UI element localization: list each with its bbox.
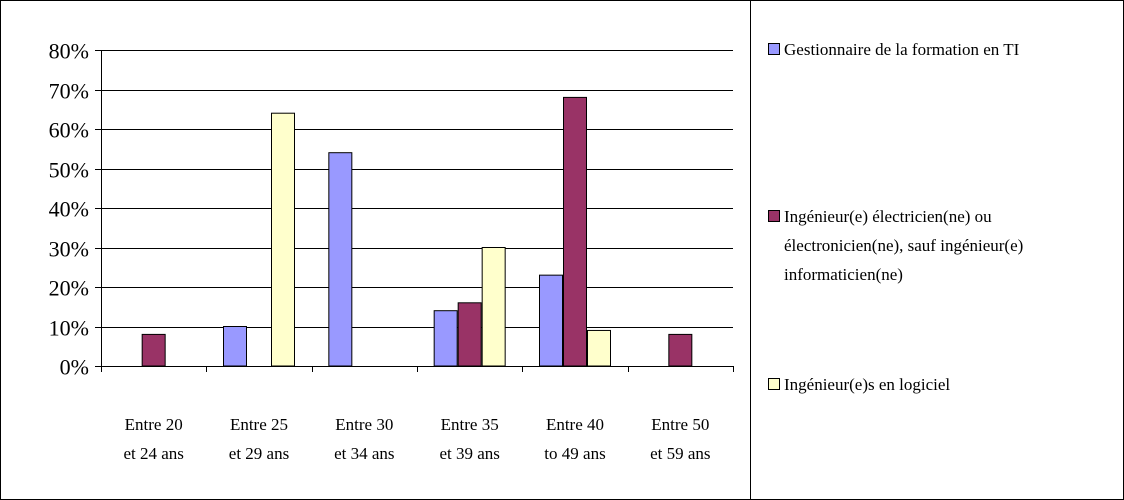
y-tick-label: 80% [49, 39, 89, 64]
legend-label: Ingénieur(e)s en logiciel [784, 375, 950, 394]
y-tick-label: 40% [49, 197, 89, 222]
bar [563, 96, 587, 367]
legend-label: Ingénieur(e) électricien(ne) ou électroni… [784, 207, 1023, 284]
legend-label: Gestionnaire de la formation en TI [784, 40, 1020, 59]
y-tick-label: 0% [60, 355, 89, 380]
bar [587, 329, 611, 367]
x-category-label: Entre 20 et 24 ans [123, 415, 183, 463]
y-tick-label: 70% [49, 79, 89, 104]
bar [271, 112, 295, 367]
x-category-label: Entre 50 et 59 ans [650, 415, 710, 463]
y-tick-label: 30% [49, 237, 89, 262]
bar [328, 152, 353, 367]
y-tick-labels: 0% 10% 20% 30% 40% 50% 60% 70% 80% [49, 39, 89, 380]
bar [141, 333, 166, 367]
bar [668, 333, 693, 367]
x-category-label: Entre 35 et 39 ans [439, 415, 499, 463]
legend-swatch [768, 210, 780, 222]
bars [141, 96, 693, 367]
x-category-label: Entre 25 et 29 ans [229, 415, 289, 463]
x-category-labels: Entre 20 et 24 ans Entre 25 et 29 ans Entre … [123, 415, 710, 463]
legend-swatch [768, 378, 780, 390]
legend: Gestionnaire de la formation en TI Ingéni… [768, 40, 1023, 394]
bar [433, 310, 458, 367]
y-tick-label: 60% [49, 118, 89, 143]
legend-swatch [768, 43, 780, 55]
x-category-label: Entre 40 to 49 ans [544, 415, 605, 463]
bar [457, 302, 482, 367]
bar [539, 274, 563, 367]
x-category-label: Entre 30 et 34 ans [334, 415, 394, 463]
bar [223, 326, 247, 367]
y-tick-label: 20% [49, 276, 89, 301]
gridlines [101, 50, 733, 328]
axes [95, 50, 734, 372]
bar [481, 247, 506, 367]
y-tick-label: 50% [49, 158, 89, 183]
y-tick-label: 10% [49, 316, 89, 341]
